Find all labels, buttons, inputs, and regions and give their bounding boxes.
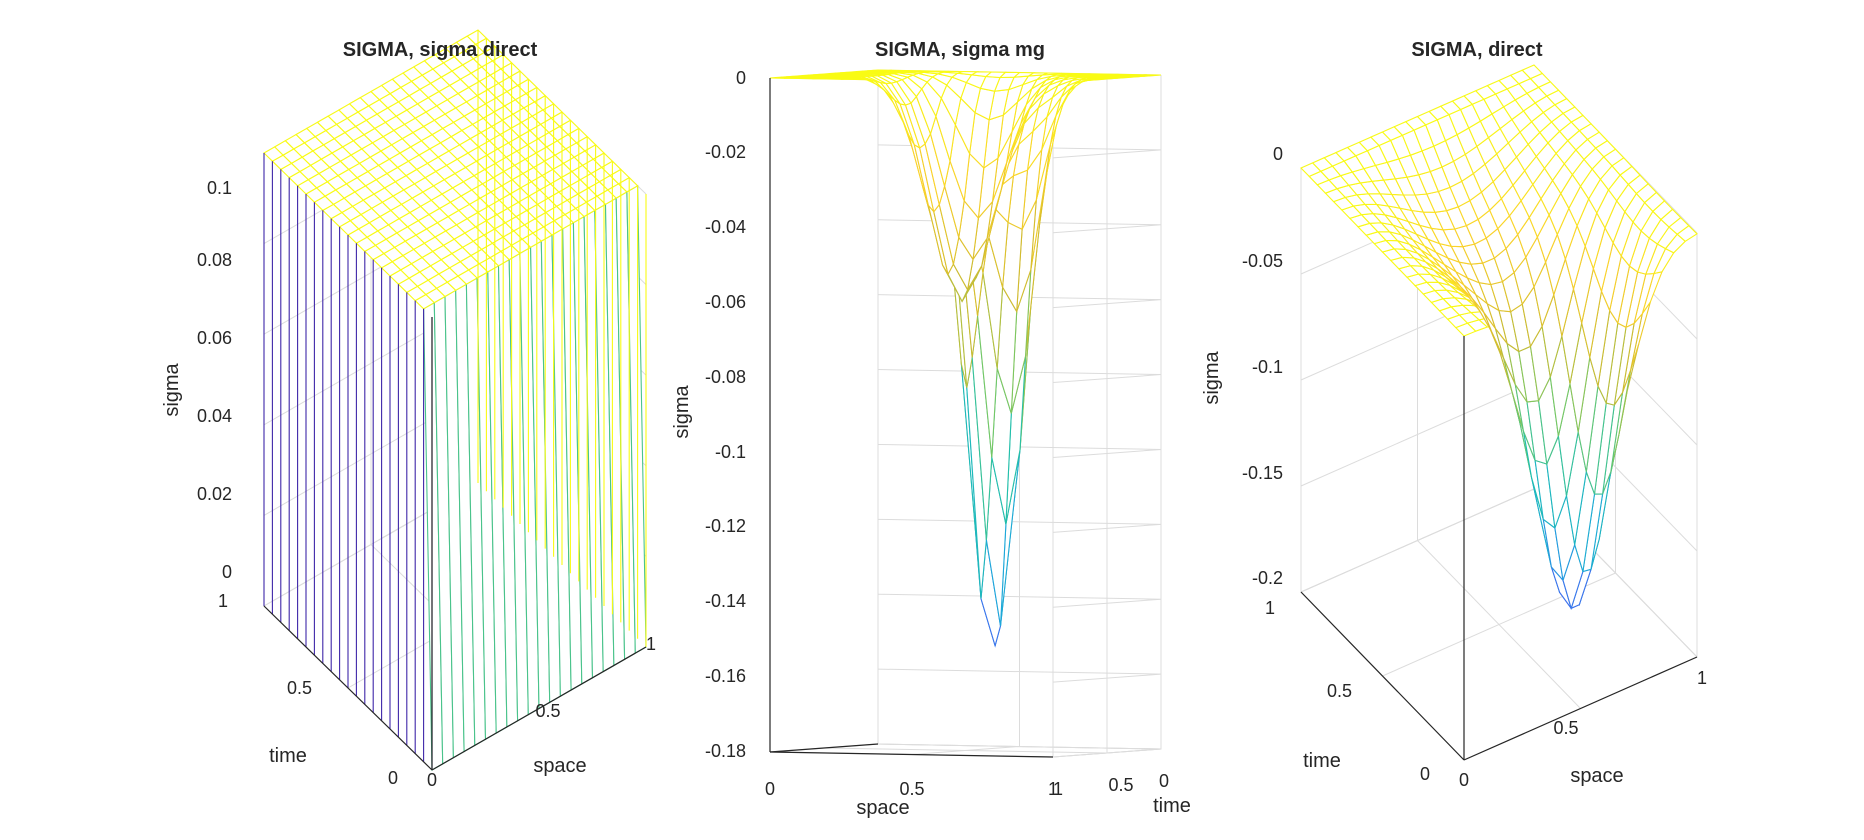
z-tick-label: -0.12	[705, 516, 746, 536]
subplot-1-ylabel: time	[269, 745, 307, 767]
subplot-2-title: SIGMA, sigma mg	[875, 39, 1045, 61]
mesh-cell	[872, 69, 893, 72]
x-tick-label: 0.5	[535, 701, 560, 721]
z-tick-label: -0.06	[705, 292, 746, 312]
x-tick-label: 0.5	[899, 779, 924, 799]
z-tick-label: -0.2	[1252, 568, 1283, 588]
z-tick-label: -0.02	[705, 142, 746, 162]
y-axis-line	[1300, 591, 1465, 761]
z-tick-label: -0.05	[1242, 251, 1283, 271]
z-tick-label: -0.16	[705, 666, 746, 686]
x-tick-label: 0	[427, 770, 437, 790]
y-tick-label: 1	[1265, 598, 1275, 618]
mesh-cell	[1521, 64, 1544, 80]
y-tick-label: 0.5	[1327, 681, 1352, 701]
y-tick-label: 0	[1159, 771, 1169, 791]
z-tick-label: -0.04	[705, 217, 746, 237]
z-grid-line	[1300, 488, 1698, 658]
y-tick-label: 1	[218, 591, 228, 611]
subplot-1: SIGMA, sigma direct 0 0.02 0.04 0.06 0.0…	[161, 29, 656, 790]
z-tick-label: -0.1	[715, 442, 746, 462]
z-tick-label: 0	[222, 562, 232, 582]
subplot-1-title: SIGMA, sigma direct	[343, 39, 538, 61]
y-axis-line	[263, 605, 433, 771]
subplot-2-zlabel: sigma	[671, 384, 693, 438]
subplot-2-z-ticks: -0.18 -0.16 -0.14 -0.12 -0.1 -0.08 -0.06…	[705, 68, 746, 761]
y-axis-line	[769, 743, 879, 753]
subplot-3-mesh	[1300, 64, 1698, 611]
subplot-2-xlabel: space	[856, 797, 909, 819]
y-tick-label: 0	[388, 768, 398, 788]
subplot-3-title: SIGMA, direct	[1411, 39, 1542, 61]
subplot-3-x-ticks: 0 0.5 1	[1459, 668, 1707, 790]
z-tick-label: -0.1	[1252, 357, 1283, 377]
subplot-2-axes	[769, 78, 1054, 758]
z-tick-label: 0.06	[197, 328, 232, 348]
subplot-1-zlabel: sigma	[161, 362, 183, 416]
y-tick-label: 0.5	[1108, 775, 1133, 795]
subplot-1-z-ticks: 0 0.02 0.04 0.06 0.08 0.1	[197, 178, 232, 582]
z-tick-label: 0	[736, 68, 746, 88]
x-tick-label: 0	[1459, 770, 1469, 790]
z-tick-label: -0.14	[705, 591, 746, 611]
subplot-3-xlabel: space	[1570, 765, 1623, 787]
z-tick-label: 0	[1273, 144, 1283, 164]
z-grid-line	[1300, 382, 1698, 552]
z-tick-label: -0.08	[705, 367, 746, 387]
x-tick-label: 0	[765, 779, 775, 799]
z-tick-label: -0.18	[705, 741, 746, 761]
subplot-2: SIGMA, sigma mg -0.18 -0.16 -0.14 -0.12 …	[671, 39, 1191, 819]
subplot-3-axes	[1300, 336, 1698, 761]
subplot-3-ylabel: time	[1303, 750, 1341, 772]
subplot-3: SIGMA, direct -0.2 -0.15 -0.1 -0.05 0 0 …	[1201, 39, 1707, 790]
y-tick-label: 0.5	[287, 678, 312, 698]
z-tick-label: 0.04	[197, 406, 232, 426]
x-axis-line	[1463, 656, 1698, 761]
z-tick-label: 0.08	[197, 250, 232, 270]
x-tick-label: 1	[1048, 779, 1058, 799]
z-tick-label: 0.02	[197, 484, 232, 504]
box-edge	[1300, 488, 1698, 658]
z-tick-label: 0.1	[207, 178, 232, 198]
z-tick-label: -0.15	[1242, 463, 1283, 483]
subplot-2-ylabel: time	[1153, 795, 1191, 817]
x-tick-label: 1	[1697, 668, 1707, 688]
subplot-2-y-ticks: 1 0.5 0	[1053, 771, 1169, 799]
subplot-3-y-ticks: 0 0.5 1	[1265, 598, 1430, 784]
subplot-2-x-ticks: 0 0.5 1	[765, 779, 1058, 799]
subplot-1-mesh	[263, 29, 647, 771]
subplot-3-zlabel: sigma	[1201, 350, 1223, 404]
x-axis-line	[769, 751, 1054, 758]
x-tick-label: 1	[646, 634, 656, 654]
subplot-1-axes	[263, 317, 647, 771]
x-grid-line	[769, 70, 879, 753]
subplot-3-z-ticks: -0.2 -0.15 -0.1 -0.05 0	[1242, 144, 1283, 588]
x-axis-line	[431, 646, 647, 771]
subplot-1-xlabel: space	[533, 755, 586, 777]
subplot-1-x-ticks: 0 0.5 1	[427, 634, 656, 790]
y-tick-label: 1	[1053, 779, 1063, 799]
subplot-1-y-ticks: 0 0.5 1	[218, 591, 398, 788]
y-tick-label: 0	[1420, 764, 1430, 784]
subplot-2-mesh	[769, 69, 1162, 648]
x-tick-label: 0.5	[1553, 718, 1578, 738]
